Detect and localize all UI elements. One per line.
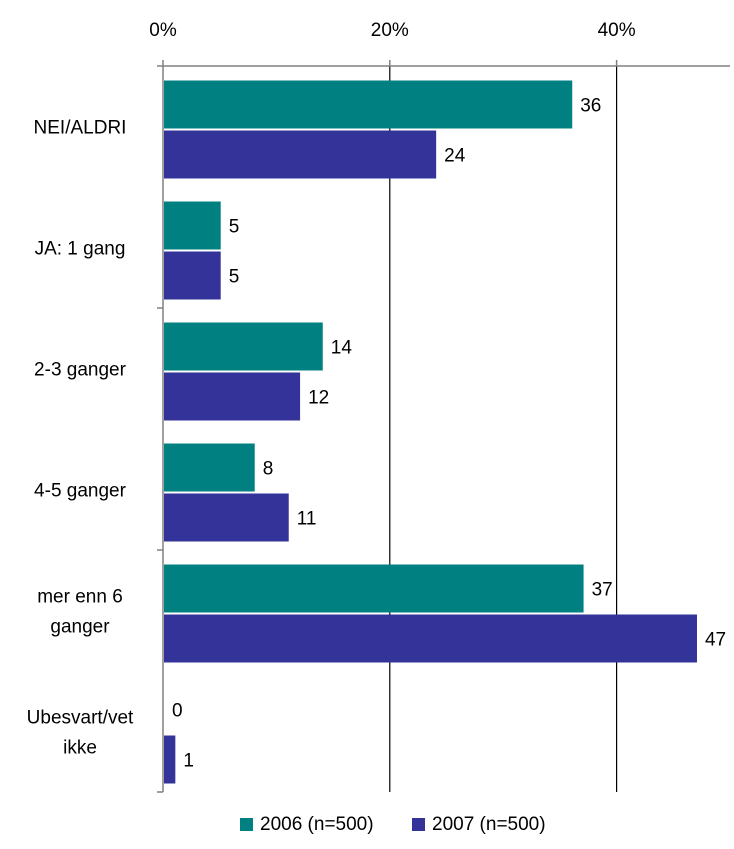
- legend: 2006 (n=500) 2007 (n=500): [240, 814, 546, 835]
- data-label: 47: [705, 630, 726, 651]
- category-label: 4-5 ganger: [34, 481, 127, 502]
- bars: [164, 80, 697, 784]
- bar-series-2: [164, 251, 221, 300]
- legend-label: 2006 (n=500): [260, 814, 374, 835]
- category-label: ikke: [63, 738, 97, 759]
- category-label: JA: 1 gang: [35, 239, 126, 260]
- data-label: 0: [172, 701, 183, 722]
- category-label: Ubesvart/vet: [27, 708, 134, 729]
- x-tick-label: 20%: [371, 20, 409, 41]
- bar-series-1: [164, 80, 573, 129]
- legend-swatch: [240, 818, 253, 831]
- bar-series-1: [164, 564, 584, 613]
- category-label: mer enn 6: [37, 587, 123, 608]
- bar-series-2: [164, 372, 301, 421]
- bar-series-1: [164, 201, 221, 250]
- category-label: NEI/ALDRI: [34, 118, 127, 139]
- data-label: 8: [263, 459, 274, 480]
- data-label: 5: [229, 267, 240, 288]
- data-label: 24: [444, 146, 466, 167]
- data-label: 12: [308, 388, 329, 409]
- bar-series-1: [164, 322, 323, 371]
- data-label: 5: [229, 217, 240, 238]
- bar-series-2: [164, 493, 289, 542]
- gridlines: [389, 66, 618, 792]
- labels: 0% 20% 40% NEI/ALDRI 36 24 JA: 1 gang 5 5 2-3 gan…: [27, 20, 726, 772]
- legend-swatch: [412, 818, 425, 831]
- legend-label: 2007 (n=500): [432, 814, 546, 835]
- data-label: 36: [580, 96, 601, 117]
- data-label: 11: [297, 509, 317, 530]
- axes: [157, 60, 730, 793]
- bar-series-2: [164, 614, 697, 663]
- category-label: ganger: [50, 617, 110, 638]
- data-label: 14: [331, 338, 353, 359]
- category-label: 2-3 ganger: [34, 360, 127, 381]
- data-label: 37: [592, 580, 613, 601]
- x-tick-label: 0%: [149, 20, 177, 41]
- bar-series-2: [164, 130, 437, 179]
- x-tick-label: 40%: [598, 20, 636, 41]
- bar-series-2: [164, 735, 176, 784]
- bar-series-1: [164, 443, 255, 492]
- data-label: 1: [183, 751, 194, 772]
